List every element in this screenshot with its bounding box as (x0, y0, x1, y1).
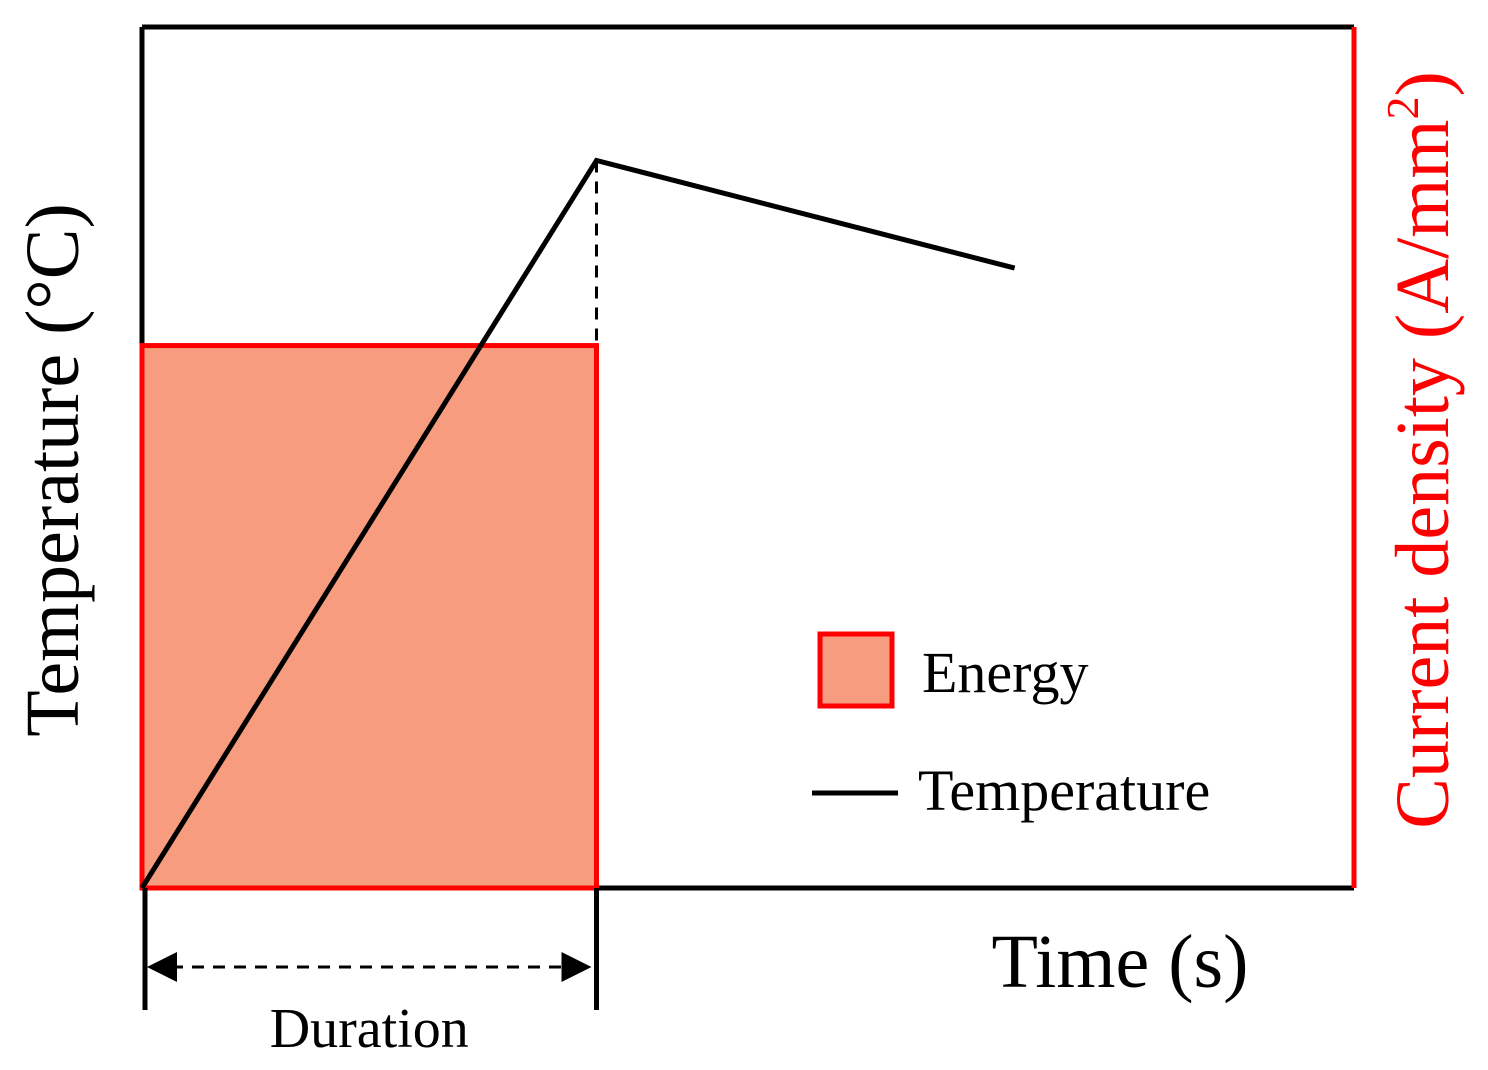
y-axis-label-right-close: ) (1381, 71, 1465, 96)
temperature-line (139, 157, 1016, 890)
legend: Energy Temperature (812, 631, 1210, 823)
y-axis-label-right: Current density (A/mm2) (1377, 71, 1465, 829)
y-axis-label-right-main: Current density (A/mm (1381, 120, 1465, 829)
y-axis-label-left: Temperature (°C) (11, 203, 95, 737)
duration-label: Duration (270, 998, 469, 1060)
x-axis-label: Time (s) (992, 920, 1249, 1004)
legend-energy-label: Energy (922, 640, 1088, 705)
energy-bar (139, 343, 599, 891)
legend-temperature-label: Temperature (918, 758, 1210, 823)
y-axis-label-right-sup: 2 (1377, 97, 1428, 120)
legend-energy-swatch (817, 631, 895, 709)
